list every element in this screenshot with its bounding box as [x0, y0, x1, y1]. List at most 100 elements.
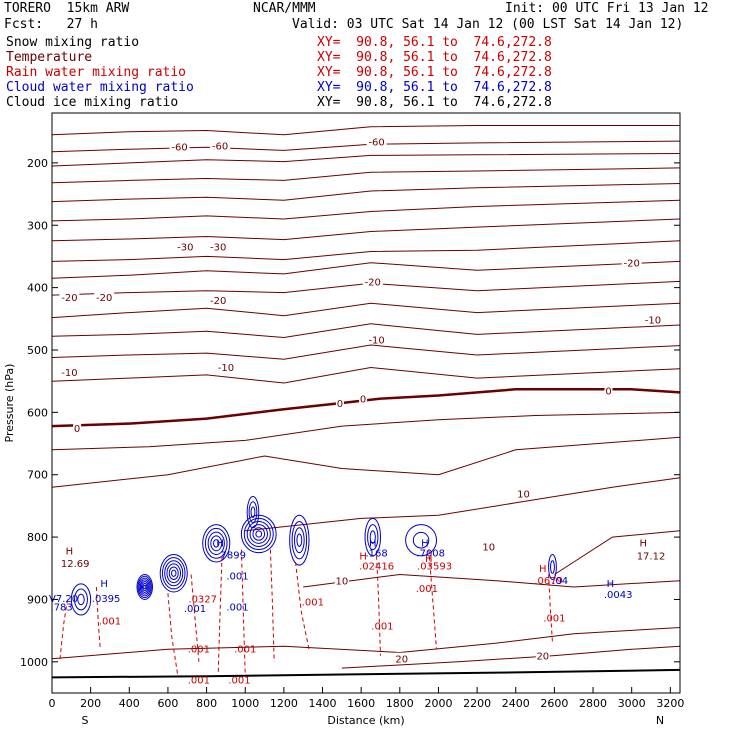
- extremum-label: .0395: [92, 594, 121, 605]
- isotherm-line: [51, 183, 681, 203]
- isotherm-label: 20: [536, 652, 549, 663]
- rain-water-contour: [190, 574, 200, 662]
- isotherm-label-bg: [334, 574, 349, 586]
- rain-water-contour: [376, 555, 381, 656]
- extremum-label: .001: [416, 584, 438, 595]
- axes-layer: 0 200 400 600 800 1000 1200 1400 1600 1800 2000 220…: [20, 157, 684, 710]
- cloud-water-contour: [202, 524, 231, 563]
- cloud-water-contour: [250, 506, 256, 518]
- left-endpoint-label: S: [82, 714, 89, 727]
- extremum-label: H: [421, 538, 429, 549]
- cloud-water-contour: [294, 527, 305, 554]
- extremum-label: .001: [228, 676, 250, 687]
- extremum-label: H: [425, 554, 433, 565]
- isotherm-line: [51, 323, 681, 339]
- x-axis-label: Distance (km): [327, 714, 404, 727]
- isotherm-line: [51, 627, 681, 660]
- cloud-water-contour: [137, 575, 152, 599]
- cloud-water-contour: [140, 581, 149, 593]
- isotherm-line: [51, 199, 681, 222]
- extremum-label: H: [640, 538, 648, 549]
- init-time: Init: 00 UTC Fri 13 Jan 12: [505, 1, 709, 16]
- rain-water-contour: [269, 549, 275, 662]
- surface-pressure-line: [51, 668, 681, 679]
- right-endpoint-label: N: [656, 714, 664, 727]
- field-xy-snow: XY= 90.8, 56.1 to 74.6,272.8: [317, 35, 552, 50]
- extremum-label: .04: [552, 576, 568, 587]
- forecast-hour: Fcst: 27 h: [4, 17, 98, 32]
- isotherm-label-bg: [208, 294, 229, 306]
- x-tick-label: 1800: [386, 697, 414, 710]
- isotherm-line: [51, 125, 680, 136]
- isotherm-label: 20: [395, 655, 408, 666]
- cloud-water-contour: [367, 524, 379, 551]
- isotherm-label-bg: [359, 392, 368, 404]
- extremum-label: .001: [99, 616, 121, 627]
- extremum-label: .7899: [217, 550, 246, 561]
- extremum-label: .0043: [604, 590, 633, 601]
- isotherm-label-bg: [642, 313, 663, 325]
- isotherm-line: [554, 530, 681, 575]
- isotherm-label: 0: [605, 387, 611, 398]
- extremum-label: H: [359, 552, 367, 563]
- isotherm-label-bg: [59, 365, 80, 377]
- rain-water-contour: [167, 593, 179, 675]
- field-name-snow: Snow mixing ratio: [6, 35, 140, 50]
- field-name-rain: Rain water mixing ratio: [6, 65, 187, 80]
- y-tick-label: 300: [27, 219, 48, 232]
- isotherm-label: -20: [61, 293, 77, 304]
- y-tick-label: 1000: [20, 656, 48, 669]
- extremum-label: H: [216, 538, 224, 549]
- isotherm-label: 0: [337, 399, 343, 410]
- cloud-water-contour: [548, 554, 557, 580]
- extremum-label: H: [369, 538, 377, 549]
- rain-water-contour: [548, 574, 553, 644]
- cloud-water-contour: [246, 520, 271, 547]
- cloud-water-contour: [166, 563, 181, 584]
- x-tick-label: 2000: [424, 697, 452, 710]
- isotherm-label: -20: [624, 259, 640, 270]
- rain-water-contour: [217, 555, 223, 675]
- isotherm-line: [303, 573, 681, 588]
- extremum-label: H: [100, 579, 108, 590]
- isotherm-label-bg: [621, 256, 642, 268]
- y-tick-label: 800: [27, 531, 48, 544]
- isotherm-label-bg: [604, 384, 613, 396]
- cloud-water-contour: [213, 539, 220, 548]
- cloud-water-contour: [139, 579, 150, 595]
- y-tick-label: 700: [27, 469, 48, 482]
- extremum-label: .03593: [417, 562, 452, 573]
- isotherm-label-bg: [481, 540, 496, 552]
- cloud-water-contour: [159, 554, 188, 593]
- isotherm-line: [51, 153, 681, 167]
- isotherm-label: 0: [74, 424, 80, 435]
- isotherm-label-bg: [366, 135, 387, 147]
- isotherm-label-bg: [394, 652, 409, 664]
- isotherm-label: -60: [212, 141, 228, 152]
- x-tick-label: 200: [80, 697, 101, 710]
- isotherm-label: -60: [368, 138, 384, 149]
- isotherm-line: [51, 344, 681, 360]
- isotherm-label-bg: [362, 275, 383, 287]
- extremum-label: .001: [234, 644, 256, 655]
- y-tick-label: 500: [27, 344, 48, 357]
- x-tick-label: 800: [196, 697, 217, 710]
- isotherm-label-bg: [366, 333, 387, 345]
- cloud-water-contour: [289, 514, 310, 566]
- extremum-label: .001: [302, 598, 324, 609]
- y-axis-label: Pressure (hPa): [3, 364, 16, 443]
- cloud-water-contour: [248, 501, 258, 524]
- isotherm-label-bg: [73, 421, 82, 433]
- isotherm-label: -20: [96, 293, 112, 304]
- isotherm-label-bg: [94, 290, 115, 302]
- cloud-water-contour: [296, 533, 303, 547]
- cloud-water-contour: [240, 514, 277, 554]
- extremum-label: H: [607, 579, 615, 590]
- field-xy-rain: XY= 90.8, 56.1 to 74.6,272.8: [317, 65, 552, 80]
- extremum-label: .001: [188, 644, 210, 655]
- isotherm-label: -20: [210, 296, 226, 307]
- x-tick-label: 2600: [540, 697, 568, 710]
- cloud-water-contour: [164, 560, 184, 587]
- rain-water-contour: [428, 549, 437, 650]
- x-tick-label: 400: [119, 697, 140, 710]
